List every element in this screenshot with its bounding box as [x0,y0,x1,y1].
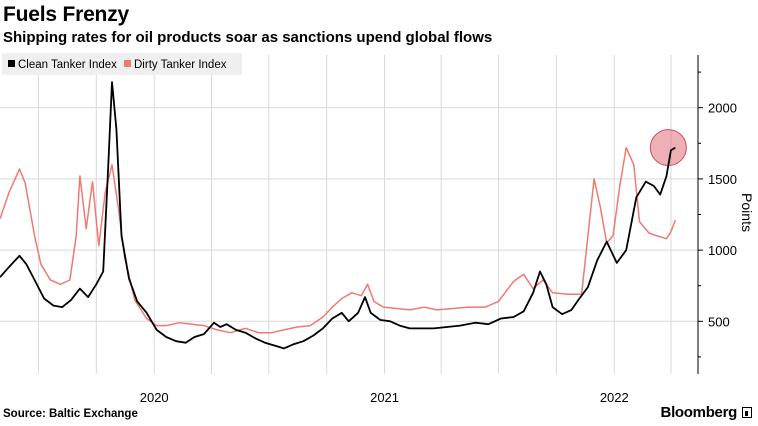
y-axis-label: Points [739,193,755,232]
line-chart: 500 1000 1500 2000 Points 2020 2021 2022 Clean T… [0,53,755,405]
source-note: Source: Baltic Exchange [3,408,138,420]
series-line-dirty [0,146,676,334]
legend-label: Dirty Tanker Index [134,59,227,71]
chart-area: 500 1000 1500 2000 Points 2020 2021 2022 Clean T… [0,51,758,406]
y-tick-label: 1500 [708,172,737,187]
y-tick-label: 2000 [708,101,737,116]
x-tick-label: 2021 [370,390,399,405]
brand-logo: Bloomberg [661,404,752,421]
legend-swatch [124,60,131,67]
legend-box [2,53,242,75]
legend-swatch [8,60,15,67]
page-title: Fuels Frenzy [3,3,129,26]
legend-label: Clean Tanker Index [18,59,117,71]
series-line-clean [0,81,676,350]
y-tick-label: 1000 [708,243,737,258]
x-tick-label: 2020 [140,390,169,405]
y-tick-label: 500 [708,314,730,329]
bloomberg-terminal-icon [742,407,752,418]
brand-name: Bloomberg [660,404,738,421]
x-tick-label: 2022 [600,390,629,405]
page-subtitle: Shipping rates for oil products soar as … [3,29,493,46]
